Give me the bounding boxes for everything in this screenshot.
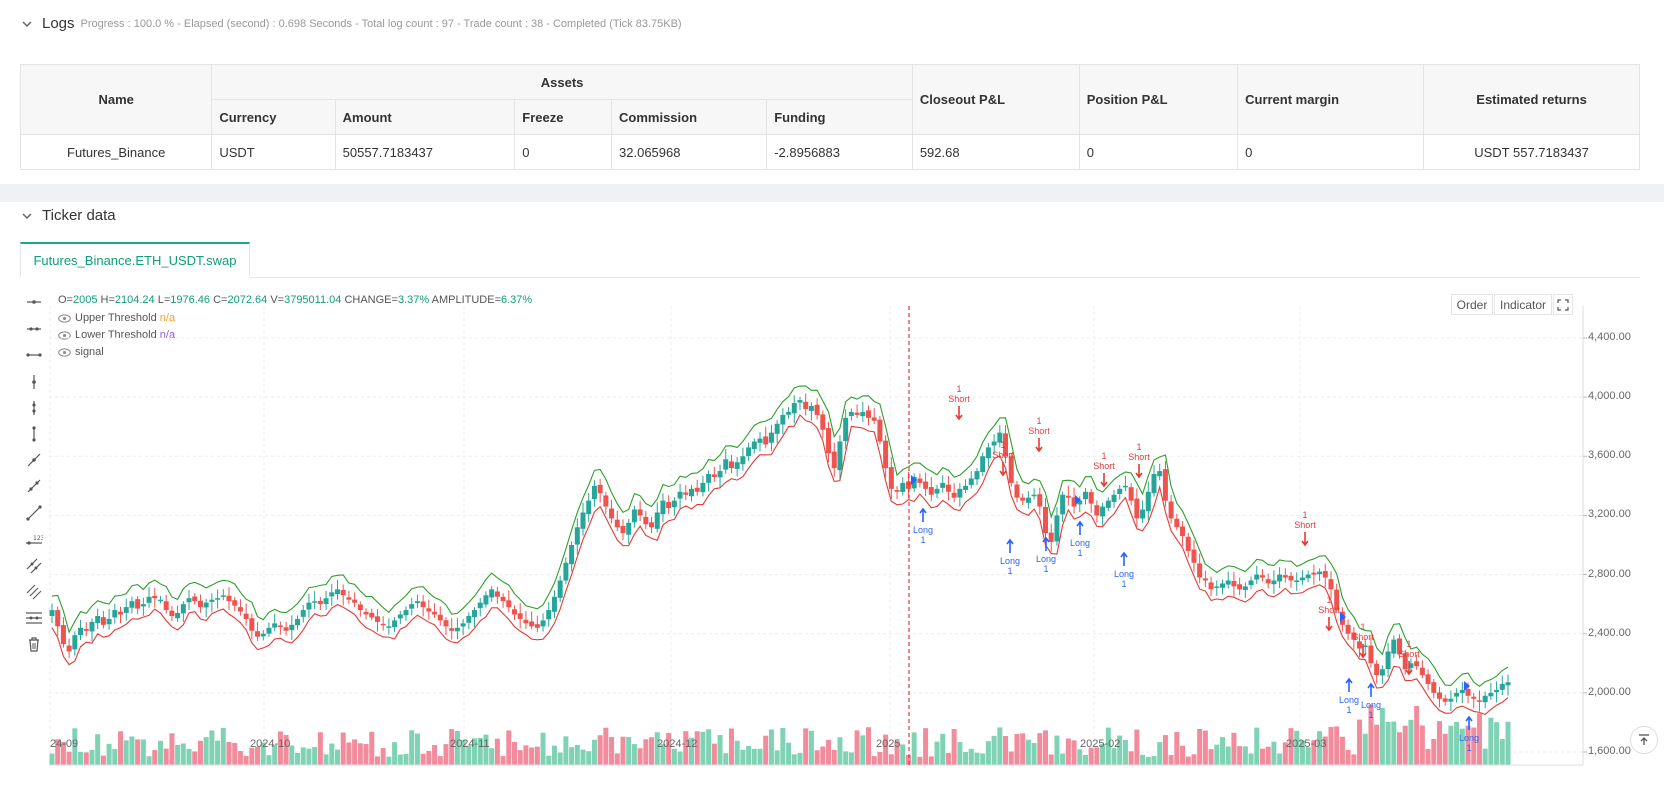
x-tick-label: 2024-11	[450, 738, 490, 750]
trend-ray-tool-icon[interactable]	[24, 450, 44, 470]
ohlc-c-label: C=	[213, 294, 228, 306]
col-freeze: Freeze	[514, 99, 613, 135]
trash-icon[interactable]	[24, 634, 44, 654]
price-line-tool-icon[interactable]: 123	[24, 529, 44, 549]
table-row: Futures_Binance USDT 50557.7183437 0 32.…	[19, 134, 1640, 170]
ohlc-o-label: O=	[58, 294, 73, 306]
cell-closeout: 592.68	[911, 134, 1080, 170]
ohlc-l-label: L=	[157, 294, 171, 306]
logs-summary: Progress : 100.0 % - Elapsed (second) : …	[80, 17, 682, 30]
logs-header[interactable]: Logs Progress : 100.0 % - Elapsed (secon…	[20, 15, 682, 32]
x-tick-label: 2024-10	[250, 738, 291, 750]
cell-freeze: 0	[514, 134, 613, 170]
legend-lower-threshold[interactable]: Lower Threshold n/a	[58, 329, 175, 341]
trend-line-tool-icon[interactable]	[24, 476, 44, 496]
vertical-ray-tool-icon[interactable]	[24, 372, 44, 392]
legend-label: signal	[75, 346, 104, 358]
cell-margin: 0	[1237, 134, 1425, 170]
ohlc-close: 2072.64	[227, 294, 268, 306]
x-tick-label: 2025	[876, 738, 901, 750]
ohlc-h-label: H=	[100, 294, 115, 306]
y-tick-label: 2,000.00	[1588, 685, 1631, 698]
ticker-header[interactable]: Ticker data	[20, 207, 116, 224]
assets-table: Name Assets Closeout P&L Position P&L Cu…	[19, 64, 1640, 170]
chart-area[interactable]: 123 O=2005 H=2104.24 L=1976.46 C=2072.64…	[0, 286, 1664, 811]
x-tick-label: 2024-12	[657, 738, 698, 750]
y-tick-label: 2,400.00	[1588, 626, 1631, 639]
fullscreen-icon[interactable]	[1553, 294, 1573, 315]
y-tick-label: 1,600.00	[1588, 745, 1631, 757]
col-position: Position P&L	[1078, 64, 1239, 135]
horizontal-ray-tool-icon[interactable]	[24, 292, 44, 312]
chevron-down-icon[interactable]	[20, 17, 34, 31]
horizontal-lines-tool-icon[interactable]	[24, 608, 44, 628]
logs-panel: Logs Progress : 100.0 % - Elapsed (secon…	[0, 0, 1664, 184]
logs-title: Logs	[42, 15, 75, 32]
ohlc-low: 1976.46	[170, 294, 211, 306]
fibonacci-tool-icon[interactable]	[24, 582, 44, 602]
ohlc-amplitude: 6.37%	[501, 294, 533, 306]
cell-amount: 50557.7183437	[334, 134, 516, 170]
col-assets: Assets	[211, 64, 913, 100]
y-tick-label: 4,400.00	[1588, 331, 1631, 343]
col-name: Name	[19, 64, 213, 135]
scroll-top-button[interactable]	[1630, 726, 1658, 754]
legend-value: n/a	[159, 312, 176, 324]
eye-icon[interactable]	[58, 313, 71, 323]
ohlc-v-label: V=	[270, 294, 285, 306]
ohlc-change-label: CHANGE=	[344, 294, 398, 306]
vertical-segment-tool-icon[interactable]	[24, 424, 44, 444]
ticker-panel: Ticker data Futures_Binance.ETH_USDT.swa…	[0, 202, 1664, 811]
y-tick-label: 3,600.00	[1588, 449, 1631, 462]
col-commission: Commission	[611, 99, 768, 135]
y-tick-label: 2,800.00	[1588, 567, 1631, 580]
x-tick-label: 2025-03	[1286, 738, 1327, 750]
tab-eth-usdt-swap[interactable]: Futures_Binance.ETH_USDT.swap	[20, 242, 250, 277]
ohlc-open: 2005	[72, 294, 98, 306]
legend-label: Lower Threshold	[75, 329, 157, 341]
ohlc-readout: O=2005 H=2104.24 L=1976.46 C=2072.64 V=3…	[58, 294, 532, 306]
col-returns: Estimated returns	[1423, 64, 1640, 135]
cell-currency: USDT	[211, 134, 336, 170]
col-margin: Current margin	[1237, 64, 1425, 135]
horizontal-line-tool-icon[interactable]	[24, 319, 44, 339]
x-tick-label: 24-09	[50, 738, 79, 750]
eye-icon[interactable]	[58, 347, 71, 357]
cell-returns: USDT 557.7183437	[1423, 134, 1640, 170]
chevron-down-icon[interactable]	[20, 209, 34, 223]
ohlc-volume: 3795011.04	[284, 294, 342, 306]
indicator-button[interactable]: Indicator	[1494, 294, 1552, 315]
ticker-title: Ticker data	[42, 207, 116, 224]
ohlc-change: 3.37%	[397, 294, 430, 306]
segment-tool-icon[interactable]	[24, 345, 44, 365]
order-button[interactable]: Order	[1451, 294, 1493, 315]
x-tick-label: 2025-02	[1080, 738, 1121, 750]
legend-value: n/a	[159, 329, 176, 341]
cell-funding: -2.8956883	[766, 134, 913, 170]
ohlc-amplitude-label: AMPLITUDE=	[431, 294, 501, 306]
cell-position: 0	[1078, 134, 1239, 170]
y-tick-label: 4,000.00	[1588, 390, 1631, 403]
legend-upper-threshold[interactable]: Upper Threshold n/a	[58, 312, 175, 324]
ohlc-high: 2104.24	[114, 294, 155, 306]
svg-text:123: 123	[33, 535, 43, 542]
eye-icon[interactable]	[58, 330, 71, 340]
col-currency: Currency	[211, 99, 336, 135]
tab-divider	[250, 277, 1640, 278]
trend-segment-tool-icon[interactable]	[24, 503, 44, 523]
col-amount: Amount	[334, 99, 516, 135]
cell-name: Futures_Binance	[19, 134, 213, 170]
col-funding: Funding	[766, 99, 913, 135]
legend-signal[interactable]: signal	[58, 346, 104, 358]
parallel-channel-tool-icon[interactable]	[24, 556, 44, 576]
legend-label: Upper Threshold	[75, 312, 157, 324]
cell-commission: 32.065968	[611, 134, 768, 170]
col-closeout: Closeout P&L	[911, 64, 1080, 135]
y-tick-label: 3,200.00	[1588, 508, 1631, 521]
vertical-line-tool-icon[interactable]	[24, 398, 44, 418]
